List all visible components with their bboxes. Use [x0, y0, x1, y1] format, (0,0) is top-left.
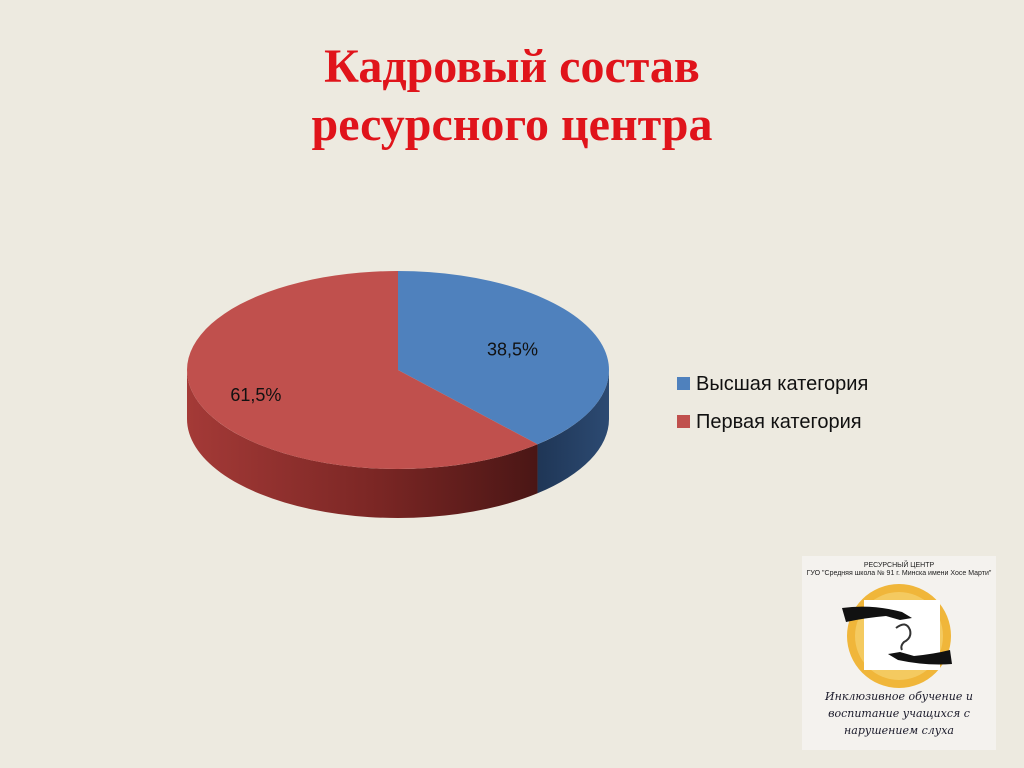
legend-swatch-2: [677, 415, 690, 428]
legend-swatch-1: [677, 377, 690, 390]
hand-bottom-icon: [888, 650, 952, 665]
pie-tops: [187, 270, 610, 470]
pie-labels: 38,5% 61,5%: [230, 340, 538, 406]
legend: Высшая категория Первая категория: [677, 373, 868, 433]
legend-label-2: Первая категория: [696, 411, 862, 433]
slide-title-line2: ресурсного центра: [311, 98, 713, 151]
logo-line2: ГУО "Средняя школа № 91 г. Минска имени …: [806, 570, 992, 577]
logo-caption-line1: Инклюзивное обучение и: [825, 690, 973, 703]
slide-title: Кадровый состав ресурсного центра: [0, 38, 1024, 154]
pie-side-2: [187, 370, 538, 519]
data-label-1: 38,5%: [487, 340, 538, 360]
ear-icon: [895, 623, 912, 651]
logo-caption-line3: нарушением слуха: [844, 724, 954, 737]
data-label-2: 61,5%: [230, 385, 281, 405]
legend-label-1: Высшая категория: [696, 373, 868, 395]
hand-top-icon: [842, 606, 912, 622]
pie-sides: [187, 370, 609, 519]
logo-emblem: [842, 584, 952, 688]
logo-header: РЕСУРСНЫЙ ЦЕНТР ГУО "Средняя школа № 91 …: [802, 562, 996, 578]
pie-slice-2: [187, 271, 538, 470]
pie-slice-1: [398, 270, 610, 445]
pie-side-1: [537, 370, 609, 494]
resource-center-logo: РЕСУРСНЫЙ ЦЕНТР ГУО "Средняя школа № 91 …: [802, 556, 996, 750]
logo-line1: РЕСУРСНЫЙ ЦЕНТР: [863, 562, 935, 569]
logo-caption-line2: воспитание учащихся с: [828, 707, 970, 720]
logo-caption: Инклюзивное обучение и воспитание учащих…: [802, 688, 996, 739]
slide-title-line1: Кадровый состав: [324, 40, 700, 93]
